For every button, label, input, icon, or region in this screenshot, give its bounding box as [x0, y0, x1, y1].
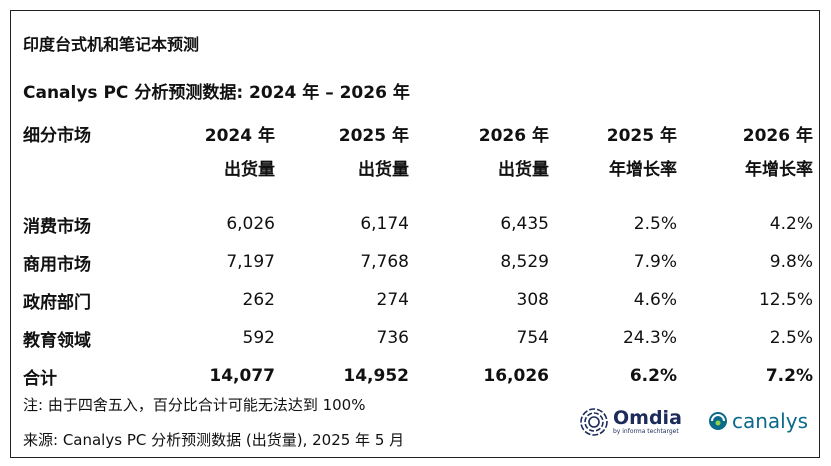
value-cell: 754	[516, 328, 549, 348]
omdia-rings-icon	[580, 408, 608, 436]
growth-cell: 9.8%	[769, 252, 813, 272]
page-title: 印度台式机和笔记本预测	[23, 35, 200, 54]
header-2025-growth: 2025 年年增长率	[606, 126, 677, 180]
value-cell: 262	[242, 290, 275, 310]
header-2026-growth: 2026 年年增长率	[742, 126, 813, 180]
table-row: 政府部门 262 274 308 4.6% 12.5%	[23, 281, 813, 319]
header-2025-shipments: 2025 年出货量	[338, 126, 409, 180]
value-cell: 736	[376, 328, 409, 348]
segment-cell: 教育领域	[23, 330, 91, 351]
value-cell: 7,197	[226, 252, 275, 272]
growth-cell: 2.5%	[633, 214, 677, 234]
value-cell: 14,077	[209, 366, 275, 386]
footnote: 注: 由于四舍五入，百分比合计可能无法达到 100%	[23, 396, 366, 414]
growth-cell: 4.6%	[633, 290, 677, 310]
value-cell: 7,768	[360, 252, 409, 272]
canalys-logo-name: canalys	[732, 409, 808, 433]
page-subtitle: Canalys PC 分析预测数据: 2024 年 – 2026 年	[23, 83, 410, 103]
value-cell: 592	[242, 328, 275, 348]
growth-cell: 24.3%	[622, 328, 677, 348]
table-card: 印度台式机和笔记本预测 Canalys PC 分析预测数据: 2024 年 – …	[10, 10, 820, 458]
table-row: 商用市场 7,197 7,768 8,529 7.9% 9.8%	[23, 243, 813, 281]
omdia-logo-sub: by informa techtarget	[613, 428, 679, 435]
growth-cell: 12.5%	[758, 290, 813, 310]
value-cell: 14,952	[343, 366, 409, 386]
segment-cell: 合计	[23, 368, 57, 389]
table-header-row: 细分市场 2024 年出货量 2025 年出货量 2026 年出货量 2025 …	[23, 119, 813, 191]
growth-cell: 7.9%	[633, 252, 677, 272]
growth-cell: 2.5%	[769, 328, 813, 348]
canalys-swirl-icon	[709, 412, 727, 430]
value-cell: 6,435	[500, 214, 549, 234]
source-line: 来源: Canalys PC 分析预测数据 (出货量), 2025 年 5 月	[23, 431, 405, 449]
value-cell: 6,026	[226, 214, 275, 234]
value-cell: 274	[376, 290, 409, 310]
value-cell: 8,529	[500, 252, 549, 272]
growth-cell: 7.2%	[765, 366, 813, 386]
header-2026-shipments: 2026 年出货量	[478, 126, 549, 180]
growth-cell: 4.2%	[769, 214, 813, 234]
forecast-table: 细分市场 2024 年出货量 2025 年出货量 2026 年出货量 2025 …	[23, 119, 813, 395]
value-cell: 6,174	[360, 214, 409, 234]
header-segment: 细分市场	[23, 126, 91, 146]
table-row: 教育领域 592 736 754 24.3% 2.5%	[23, 319, 813, 357]
table-row: 消费市场 6,026 6,174 6,435 2.5% 4.2%	[23, 191, 813, 243]
segment-cell: 消费市场	[23, 216, 91, 237]
value-cell: 16,026	[483, 366, 549, 386]
growth-cell: 6.2%	[629, 366, 677, 386]
header-2024-shipments: 2024 年出货量	[204, 126, 275, 180]
canalys-logo: canalys	[708, 409, 808, 433]
segment-cell: 商用市场	[23, 254, 91, 275]
segment-cell: 政府部门	[23, 292, 91, 313]
omdia-logo: Omdia by informa techtarget	[579, 407, 682, 437]
omdia-logo-name: Omdia	[613, 407, 682, 429]
total-row: 合计 14,077 14,952 16,026 6.2% 7.2%	[23, 357, 813, 395]
value-cell: 308	[516, 290, 549, 310]
